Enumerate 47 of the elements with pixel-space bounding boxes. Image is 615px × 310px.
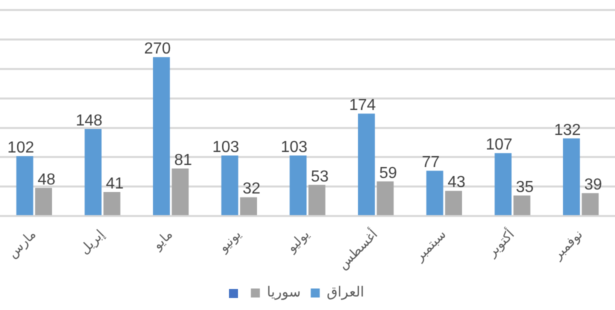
bar	[290, 155, 307, 216]
bar	[152, 57, 170, 216]
x-tick-label: أغسطس	[334, 226, 382, 273]
bar	[445, 190, 462, 216]
data-label: 102	[7, 139, 34, 156]
data-label: 103	[280, 138, 308, 156]
data-label: 132	[554, 122, 581, 139]
x-tick-label: يوليو	[284, 227, 313, 256]
data-label: 107	[486, 136, 513, 154]
data-label: 77	[422, 154, 440, 172]
bar	[84, 128, 102, 216]
legend-label: سوريا	[266, 284, 301, 301]
bar	[221, 155, 238, 216]
bar	[240, 197, 258, 216]
bar	[358, 114, 375, 216]
bar	[513, 196, 530, 216]
bar	[308, 184, 326, 216]
x-tick-label: مارس	[5, 227, 40, 262]
x-tick-label: أكتوبر	[482, 226, 518, 261]
data-label: 41	[106, 175, 124, 192]
data-label: 35	[516, 178, 534, 196]
data-label: 32	[242, 180, 260, 198]
bar	[35, 188, 52, 216]
x-tick-label: يونيو	[216, 227, 245, 256]
data-label: 59	[379, 164, 398, 182]
data-label: 53	[310, 168, 329, 186]
data-label: 48	[38, 171, 56, 188]
x-tick-label: سبتمبر	[412, 227, 450, 265]
data-label: 148	[76, 112, 103, 130]
bar	[376, 181, 394, 216]
bar	[172, 168, 189, 216]
data-label: 270	[144, 40, 171, 58]
bar	[562, 138, 580, 216]
bar	[494, 153, 512, 216]
data-label: 81	[174, 152, 192, 169]
x-tick-label: إبريل	[77, 227, 108, 258]
bar	[16, 156, 34, 216]
x-tick-label: نوفمبر	[550, 227, 586, 264]
bar	[582, 193, 599, 216]
data-label: 43	[448, 174, 466, 192]
data-label: 39	[584, 176, 602, 194]
legend-label: العراق	[326, 284, 364, 301]
bar	[103, 192, 120, 216]
data-label: 103	[212, 138, 240, 156]
bar	[426, 170, 444, 216]
x-tick-label: مايو	[150, 227, 176, 254]
data-label: 174	[349, 97, 376, 114]
